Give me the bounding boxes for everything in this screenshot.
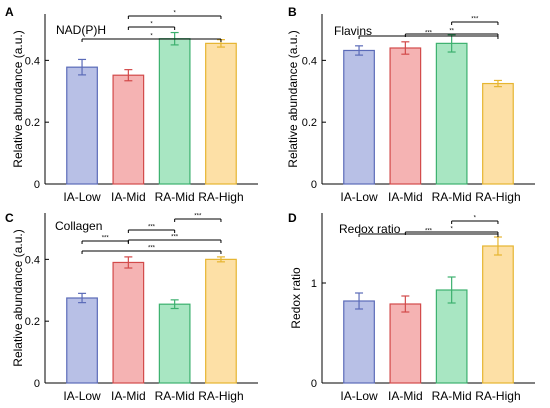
x-tick-label: RA-Mid	[155, 389, 195, 403]
panel-label: A	[5, 5, 14, 19]
x-tick-label: RA-Mid	[155, 190, 195, 204]
bar-ia-mid	[389, 47, 422, 185]
significance-label: *	[150, 34, 153, 40]
x-tick-label: RA-High	[475, 190, 520, 204]
y-tick-label: 0.2	[25, 117, 40, 129]
bar-ra-mid	[435, 42, 468, 185]
y-tick-label: 0	[311, 378, 317, 390]
x-tick-label: RA-High	[198, 190, 243, 204]
panel-label: C	[5, 211, 14, 225]
panel-title: NAD(P)H	[56, 23, 106, 37]
x-tick-label: RA-Mid	[432, 190, 472, 204]
y-tick-label: 0.4	[25, 254, 40, 266]
y-axis-label: Redox ratio	[289, 267, 303, 329]
significance-label: ***	[471, 17, 479, 23]
bar-ra-high	[205, 42, 237, 185]
y-tick-label: 1	[311, 278, 317, 290]
significance-label: ***	[425, 31, 433, 37]
x-tick-label: IA-Mid	[111, 190, 146, 204]
x-tick-label: IA-Low	[63, 389, 101, 403]
bar-ra-mid	[158, 38, 191, 185]
significance-label: ***	[171, 235, 179, 241]
bar-ia-mid	[389, 303, 422, 384]
x-tick-label: IA-Low	[340, 389, 378, 403]
significance-label: ***	[194, 214, 202, 220]
y-tick-label: 0.2	[302, 117, 317, 129]
significance-label: *	[150, 22, 153, 28]
panel-label: B	[288, 5, 297, 19]
significance-label: ***	[102, 236, 110, 242]
significance-label: ***	[425, 229, 433, 235]
x-tick-label: IA-Mid	[388, 389, 423, 403]
bar-ia-low	[66, 66, 98, 185]
panel-title: Redox ratio	[339, 222, 401, 236]
y-tick-label: 0	[311, 179, 317, 191]
y-axis-label: Relative abundance (a.u.)	[11, 30, 25, 167]
y-tick-label: 0	[34, 378, 40, 390]
panel-d: D 0 1 Redox ratio Redox ratio IA-Low IA-Mid RA-…	[288, 211, 535, 403]
panel-label: D	[288, 211, 297, 225]
significance-label: ***	[148, 225, 156, 231]
significance-label: *	[474, 216, 477, 222]
y-tick-label: 0.2	[25, 316, 40, 328]
x-tick-label: RA-High	[475, 389, 520, 403]
bar-ra-high	[482, 82, 514, 185]
x-tick-label: RA-High	[198, 389, 243, 403]
panel-title: Collagen	[55, 219, 102, 233]
bar-ia-mid	[112, 261, 145, 384]
significance-label: *	[450, 227, 453, 233]
y-tick-label: 0.4	[302, 55, 317, 67]
bar-ra-mid	[158, 303, 191, 384]
bar-ia-low	[343, 300, 375, 384]
panel-title: Flavins	[334, 24, 372, 38]
x-tick-label: RA-Mid	[432, 389, 472, 403]
significance-label: ***	[148, 246, 156, 252]
y-axis-label: Relative abundance (a.u.)	[286, 30, 300, 167]
bar-ra-high	[482, 245, 514, 384]
bar-ia-mid	[112, 74, 145, 185]
bar-ia-low	[66, 297, 98, 384]
significance-label: **	[449, 29, 454, 35]
bar-ra-high	[205, 258, 237, 384]
bar-ia-low	[343, 49, 375, 185]
y-tick-label: 0	[34, 179, 40, 191]
significance-label: *	[173, 11, 176, 17]
x-tick-label: IA-Mid	[111, 389, 146, 403]
x-tick-label: IA-Low	[63, 190, 101, 204]
x-tick-label: IA-Mid	[388, 190, 423, 204]
x-tick-label: IA-Low	[340, 190, 378, 204]
bar-ra-mid	[435, 289, 468, 384]
y-tick-label: 0.4	[25, 55, 40, 67]
y-axis-label: Relative abundance (a.u.)	[11, 229, 25, 366]
